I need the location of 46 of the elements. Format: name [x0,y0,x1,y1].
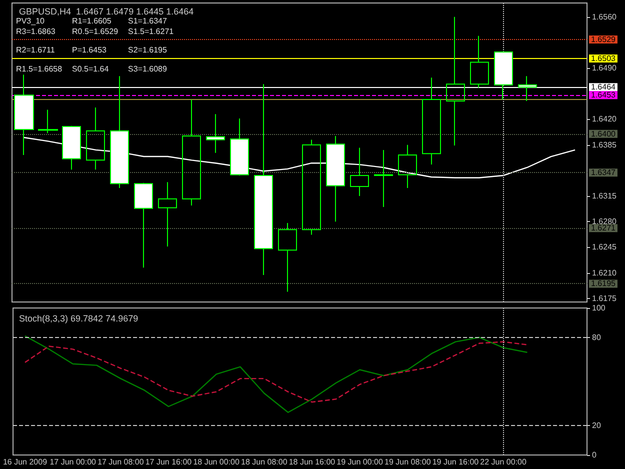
y-tick-label: 0 [592,450,597,460]
x-tick-label: 17 Jun 16:00 [145,458,192,466]
ref-line-label: 1.6271 [591,224,616,233]
y-tick-label: 1.6210 [592,268,618,278]
ref-line-label: 1.6503 [591,54,616,64]
y-tick-label: 1.6385 [592,140,618,150]
y-tick-label: 1.6175 [592,294,618,303]
x-tick-label: 19 Jun 00:00 [336,458,384,466]
x-tick-label: 16 Jun 2009 [2,458,48,466]
chart-title: GBPUSD,H4 1.6467 1.6479 1.6445 1.6464 [19,6,194,16]
annotation: R1=1.6605 [72,16,112,26]
ref-line-label: 1.6347 [591,168,616,178]
x-tick-label: 22 Jun 00:00 [480,458,527,466]
y-tick-label: 100 [592,304,606,312]
annotation: S2=1.6195 [128,46,168,54]
x-tick-label: 19 Jun 16:00 [432,458,480,466]
ref-line-label: 1.6464 [591,82,616,92]
y-tick-label: 80 [592,332,602,342]
ref-line-label: 1.6195 [591,279,616,288]
ref-line-label: 1.6529 [591,35,616,44]
annotation: S3=1.6089 [128,64,168,74]
ref-line-label: 1.6453 [591,90,616,100]
text: Stoch(8,3,3) 69.7842 74.9679 [19,314,138,324]
annotation: R1.5=1.6658 [16,64,63,74]
annotation: R3=1.6863 [16,27,56,36]
y-tick-label: 20 [592,421,602,430]
y-tick-label: 1.6315 [592,192,618,200]
y-tick-label: 1.6420 [592,114,618,124]
y-tick-label: 1.6560 [592,12,618,22]
annotation: PV3_10 [16,16,46,26]
y-tick-label: 1.6280 [592,217,618,226]
x-tick-label: 18 Jun 16:00 [288,458,336,466]
x-tick-label: 18 Jun 00:00 [193,458,240,466]
x-tick-label: 17 Jun 00:00 [50,458,97,466]
y-tick-label: 1.6490 [592,64,618,73]
annotation: S1=1.6347 [128,16,168,26]
x-tick-label: 18 Jun 08:00 [241,458,288,466]
x-tick-label: 19 Jun 08:00 [384,458,432,466]
annotation: S0.5=1.64 [72,64,110,74]
y-tick-label: 1.6245 [592,242,618,252]
x-tick-label: 17 Jun 08:00 [98,458,144,466]
annotation: R2=1.6711 [16,46,56,54]
ref-line-label: 1.6400 [591,129,616,138]
annotation: S1.5=1.6271 [128,27,174,36]
annotation: P=1.6453 [72,46,108,54]
annotation: R0.5=1.6529 [72,27,119,36]
